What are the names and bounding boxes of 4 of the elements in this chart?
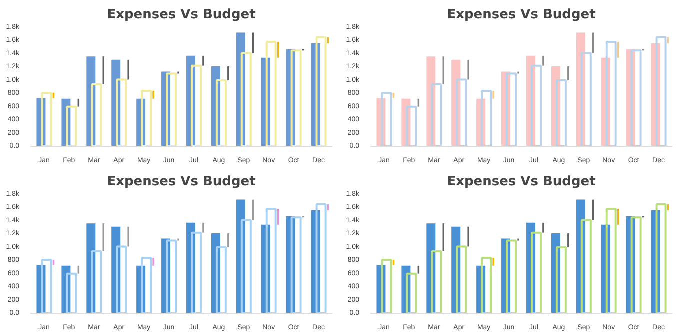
chart-title: Expenses Vs Budget <box>107 174 256 190</box>
chart-title: Expenses Vs Budget <box>447 8 596 22</box>
chart-title: Expenses Vs Budget <box>447 174 596 190</box>
chart-title: Expenses Vs Budget <box>107 8 256 22</box>
